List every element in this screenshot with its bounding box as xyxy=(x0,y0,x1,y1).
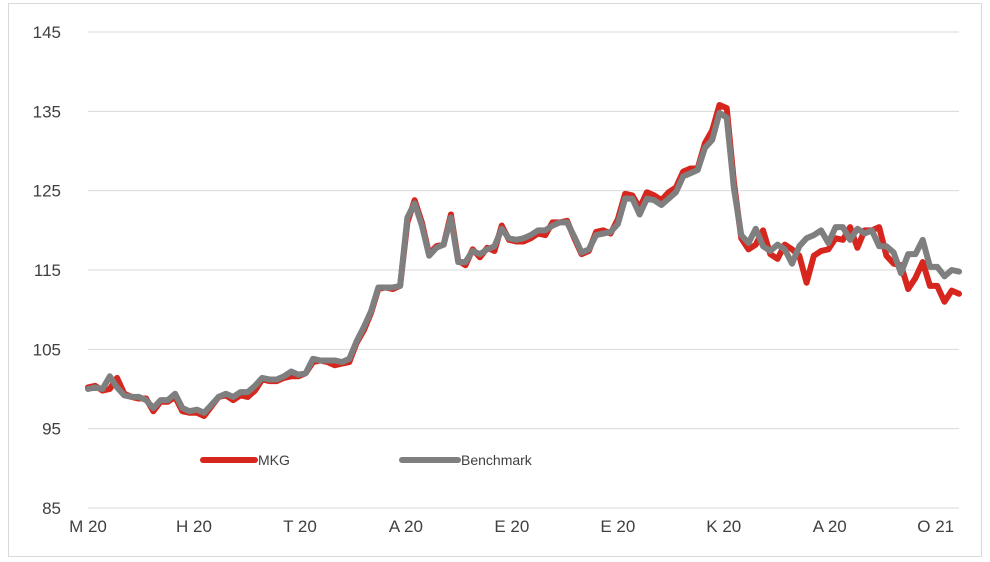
y-tick-label: 125 xyxy=(33,182,61,201)
legend-item-mkg: MKG xyxy=(200,452,290,468)
x-tick-label: M 20 xyxy=(69,517,107,536)
y-tick-label: 145 xyxy=(33,23,61,42)
legend: MKG Benchmark xyxy=(200,452,533,468)
chart-frame: 85 95 105 115 125 135 145 M 20 H 20 T 20 A 20 E 20… xyxy=(8,3,982,557)
series-layer xyxy=(85,101,962,419)
line-chart: 85 95 105 115 125 135 145 M 20 H 20 T 20 A 20 E 20… xyxy=(33,23,962,536)
series-line-benchmark xyxy=(85,109,962,416)
legend-item-benchmark: Benchmark xyxy=(399,452,533,468)
gridlines xyxy=(88,31,959,430)
legend-label-mkg: MKG xyxy=(258,452,290,468)
y-tick-label: 85 xyxy=(42,499,61,518)
y-tick-label: 95 xyxy=(42,420,61,439)
x-tick-label: H 20 xyxy=(176,517,212,536)
x-tick-label: E 20 xyxy=(600,517,635,536)
x-tick-label: O 21 xyxy=(917,517,954,536)
y-tick-label: 115 xyxy=(34,261,61,280)
series-line-mkg xyxy=(85,101,962,419)
x-tick-label: K 20 xyxy=(706,517,741,536)
x-tick-label: T 20 xyxy=(283,517,317,536)
x-tick-label: E 20 xyxy=(494,517,529,536)
legend-label-benchmark: Benchmark xyxy=(461,452,533,468)
x-axis-tick-labels: M 20 H 20 T 20 A 20 E 20 E 20 K 20 A 20 O 21 xyxy=(69,517,954,536)
y-tick-label: 135 xyxy=(33,102,61,121)
y-axis-tick-labels: 85 95 105 115 125 135 145 xyxy=(33,23,61,518)
x-tick-label: A 20 xyxy=(389,517,423,536)
y-tick-label: 105 xyxy=(33,340,61,359)
x-tick-label: A 20 xyxy=(813,517,847,536)
